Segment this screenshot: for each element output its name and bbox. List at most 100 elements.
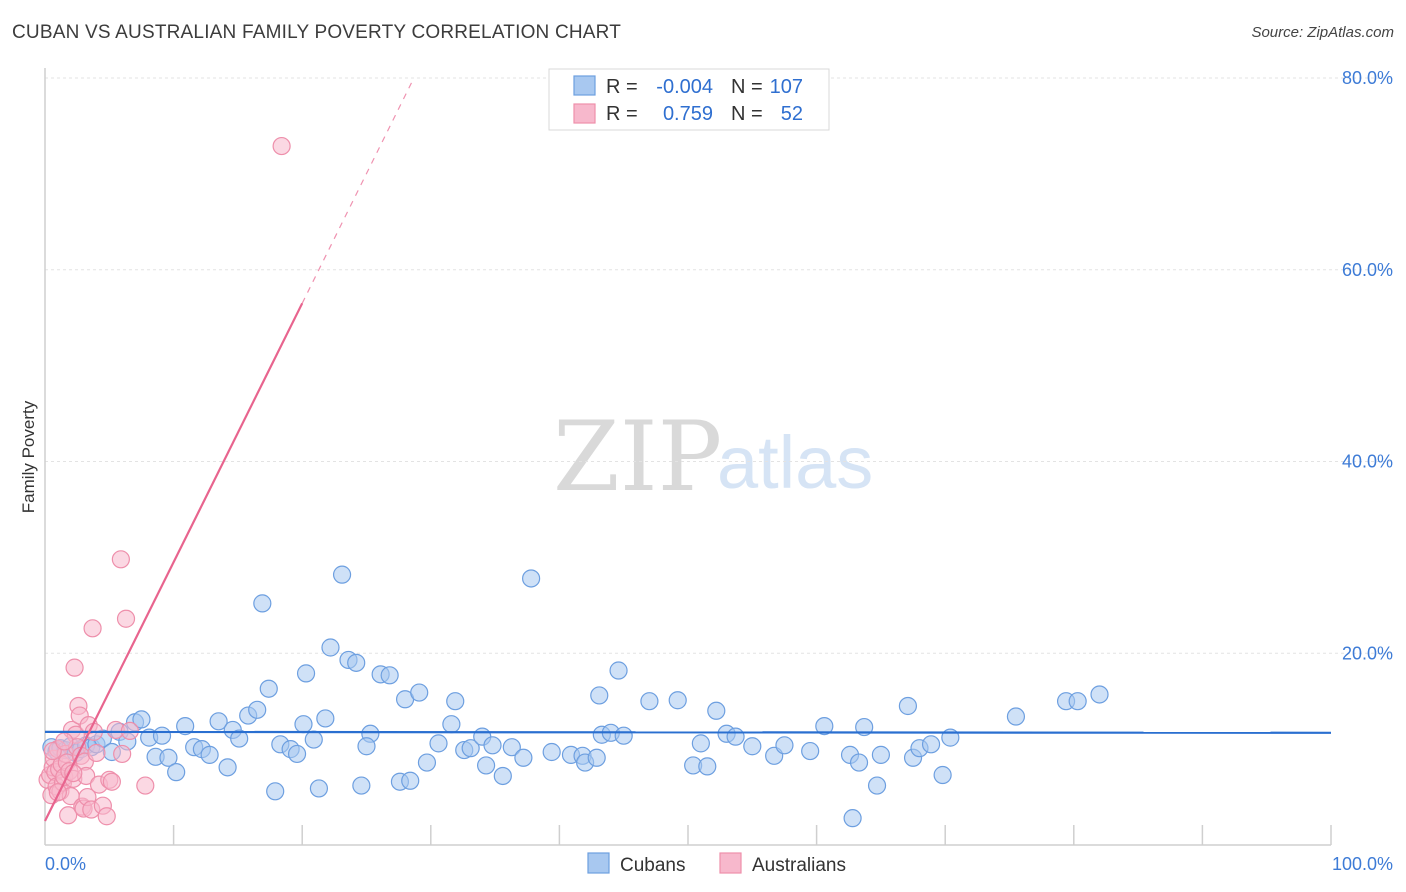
bottom-legend-label-cubans: Cubans	[620, 855, 686, 876]
cubans-point	[352, 776, 371, 795]
cubans-point	[933, 765, 952, 785]
cubans-point	[743, 737, 762, 756]
australians-point	[64, 763, 83, 783]
cubans-point	[1068, 692, 1087, 711]
cubans-point	[609, 661, 628, 680]
legend-swatch-cubans	[573, 75, 596, 96]
cubans-point	[514, 748, 533, 767]
cubans-point	[707, 701, 726, 720]
y-axis-label: Family Poverty	[19, 400, 38, 513]
australians-point	[55, 732, 74, 751]
cubans-point	[259, 679, 278, 698]
cubans-point	[849, 753, 869, 772]
watermark-atlas: atlas	[717, 421, 873, 504]
cubans-point	[417, 753, 437, 772]
series-cubans	[42, 565, 1109, 828]
australians-point	[116, 609, 136, 628]
source-credit: Source: ZipAtlas.com	[1251, 24, 1394, 41]
cubans-point	[316, 709, 335, 728]
cubans-point	[446, 692, 465, 711]
australians-point	[272, 136, 291, 156]
legend-n-value-cubans: 107	[770, 76, 803, 98]
cubans-point	[855, 717, 874, 737]
cubans-point	[332, 565, 352, 584]
bottom-legend-swatch-australians	[719, 852, 742, 874]
correlation-legend: R = -0.004 N = 107 R = 0.759 N = 52	[548, 68, 830, 131]
cubans-point	[502, 738, 521, 757]
cubans-point	[152, 726, 172, 745]
cubans-point	[209, 712, 228, 731]
cubans-point	[321, 638, 340, 657]
australians-point	[97, 807, 116, 826]
cubans-point	[801, 741, 820, 761]
legend-r-value-australians: 0.759	[663, 103, 713, 125]
legend-n-label: N =	[731, 76, 763, 98]
legend-r-label: R =	[606, 103, 638, 125]
cubans-point	[815, 717, 834, 736]
cubans-point	[843, 809, 862, 828]
watermark: ZIP atlas	[553, 401, 873, 513]
cubans-point	[921, 735, 941, 754]
legend-box	[548, 68, 830, 131]
cubans-point	[587, 748, 606, 767]
watermark-zip: ZIP	[553, 401, 722, 513]
cubans-point	[253, 594, 272, 613]
cubans-point	[410, 683, 429, 702]
australians-point	[65, 658, 84, 677]
cubans-point	[640, 692, 659, 711]
y-tick-labels: 20.0% 40.0% 60.0% 80.0%	[1342, 68, 1393, 663]
cubans-point	[429, 734, 448, 753]
cubans-point	[230, 729, 249, 748]
cubans-point	[483, 736, 502, 755]
cubans-point	[1006, 707, 1026, 726]
australians-point	[111, 550, 130, 569]
australians-trend-extension	[301, 82, 413, 304]
cubans-point	[347, 653, 366, 672]
cubans-point	[1090, 685, 1109, 704]
cubans-point	[287, 744, 307, 764]
trend-lines	[44, 82, 1332, 822]
australians-point	[48, 783, 67, 802]
cubans-point	[691, 734, 710, 753]
y-tick-label: 20.0%	[1342, 643, 1393, 663]
legend-n-label: N =	[731, 103, 763, 125]
x-tick-label-min: 0.0%	[45, 854, 86, 874]
cubans-point	[167, 763, 186, 782]
cubans-point	[867, 776, 887, 795]
cubans-point	[357, 737, 376, 756]
bottom-legend-label-australians: Australians	[752, 855, 846, 876]
australians-point	[102, 772, 121, 791]
cubans-point	[476, 756, 496, 775]
cubans-point	[401, 771, 420, 790]
cubans-point	[200, 745, 219, 764]
cubans-point	[461, 739, 480, 758]
cubans-point	[522, 569, 541, 588]
cubans-point	[871, 745, 891, 764]
legend-n-value-australians: 52	[781, 103, 803, 125]
cubans-point	[132, 710, 151, 729]
australians-point	[87, 743, 106, 763]
series-legend: Cubans Australians	[587, 852, 846, 876]
cubans-point	[493, 766, 512, 786]
cubans-point	[775, 736, 794, 755]
cubans-point	[668, 691, 687, 710]
cubans-point	[898, 696, 918, 716]
legend-swatch-australians	[573, 103, 596, 124]
australians-point	[83, 619, 102, 638]
cubans-point	[248, 700, 267, 719]
australians-point	[113, 744, 132, 764]
cubans-point	[159, 748, 178, 767]
y-tick-label: 40.0%	[1342, 452, 1393, 472]
australians-point	[136, 776, 155, 795]
cubans-point	[726, 727, 745, 746]
cubans-point	[309, 779, 329, 798]
cubans-point	[380, 666, 399, 685]
cubans-point	[296, 664, 316, 683]
cubans-point	[614, 726, 633, 745]
legend-r-value-cubans: -0.004	[656, 76, 713, 98]
bottom-legend-swatch-cubans	[587, 852, 610, 874]
australians-point	[59, 806, 78, 825]
y-tick-label: 80.0%	[1342, 68, 1393, 88]
cubans-point	[542, 742, 561, 762]
legend-r-label: R =	[606, 76, 638, 98]
